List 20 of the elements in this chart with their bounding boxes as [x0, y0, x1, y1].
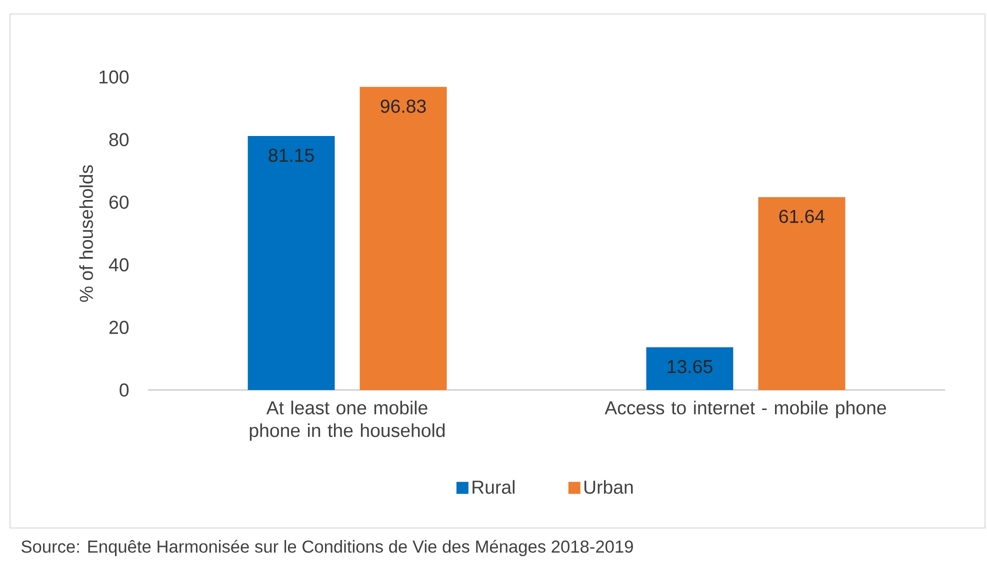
bar — [360, 86, 447, 390]
y-axis-title: % of households — [79, 165, 94, 302]
data-label: 81.15 — [268, 148, 314, 162]
legend-label: Urban — [584, 480, 633, 494]
x-tick-label: Access to internet - mobile phone — [604, 400, 886, 418]
bar — [758, 197, 846, 390]
data-label: 13.65 — [668, 360, 712, 374]
source-note: Source: Enquête Harmonisée sur le Conditions de Vie des Ménages 2018-2019 — [22, 540, 633, 556]
bar — [248, 136, 335, 390]
y-tick-label: 0 — [120, 383, 129, 397]
y-tick-label: 20 — [109, 320, 129, 334]
bar — [646, 347, 734, 390]
x-tick-label: At least one mobile phone in the household — [250, 400, 445, 441]
y-tick-label: 80 — [109, 132, 129, 146]
y-tick-label: 60 — [109, 196, 129, 209]
data-label: 61.64 — [779, 210, 825, 223]
y-tick-label: 40 — [108, 258, 129, 272]
legend-label: Rural — [472, 480, 514, 494]
data-label: 96.83 — [380, 100, 426, 113]
y-tick-label: 100 — [100, 70, 129, 84]
